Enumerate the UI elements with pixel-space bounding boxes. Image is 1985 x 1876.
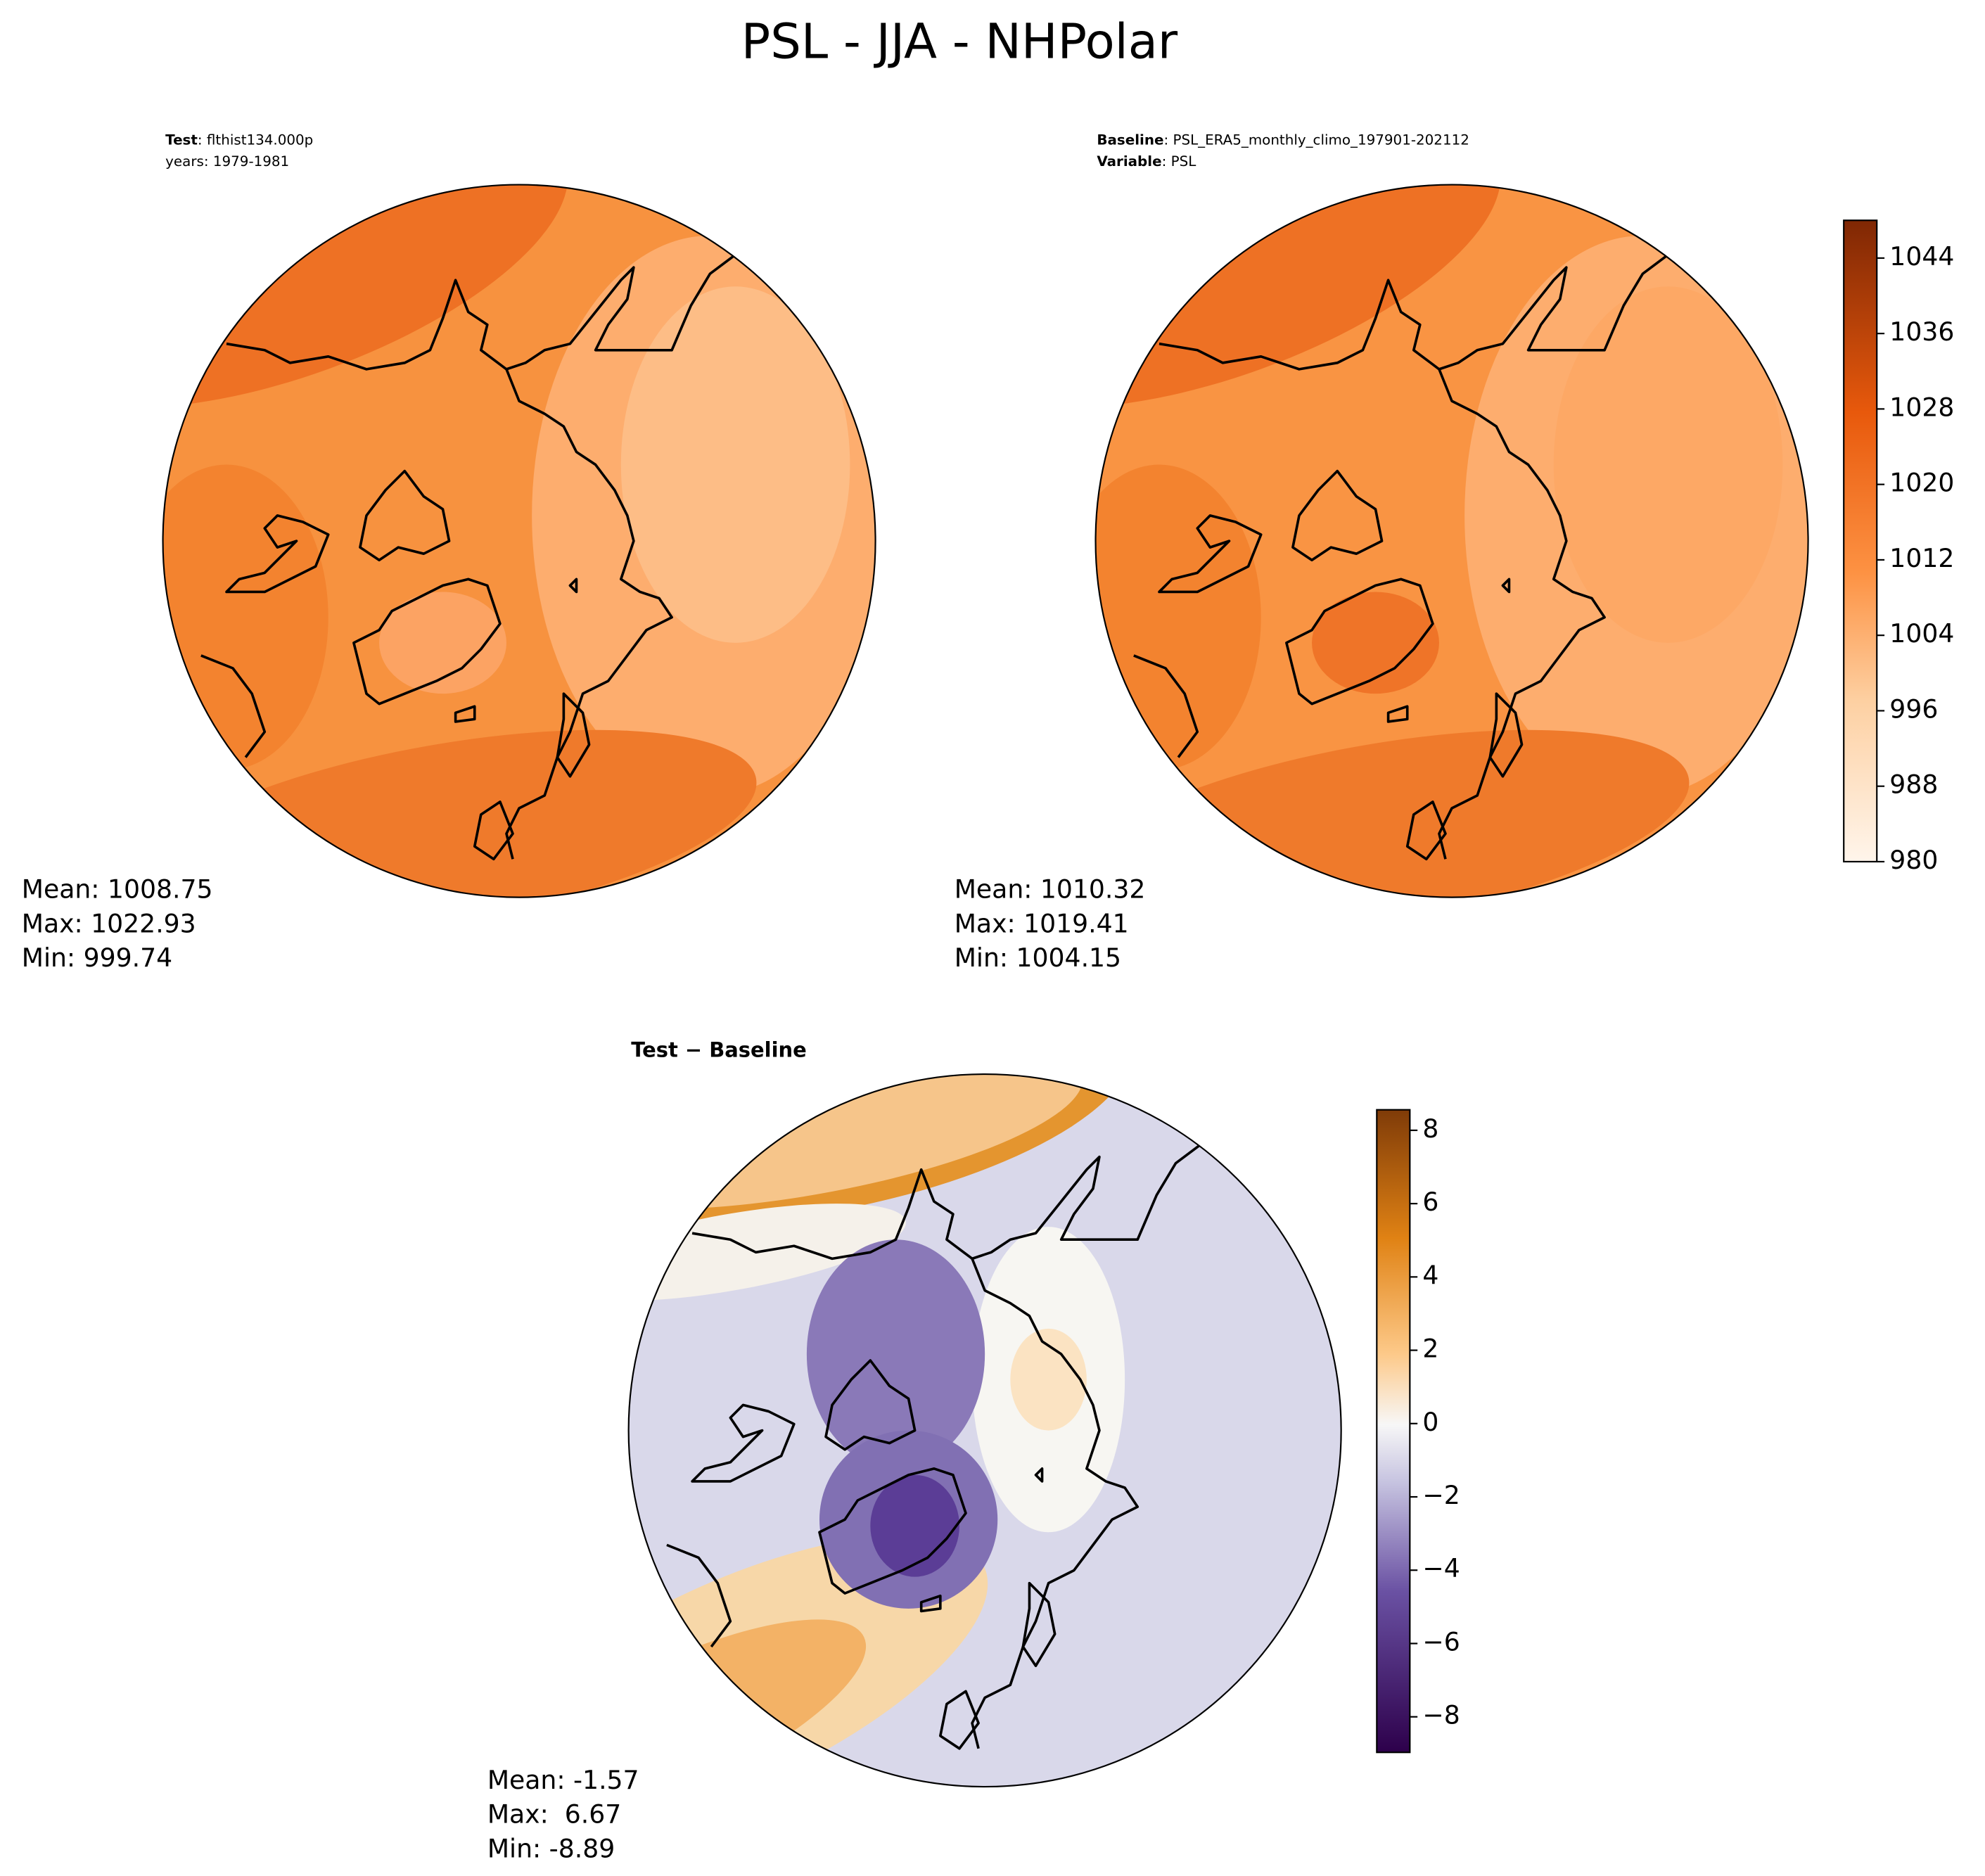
colorbar-tick-label: 988 [1889,770,1938,800]
colorbar-tick-label: −2 [1422,1480,1460,1510]
coastline [824,1359,917,1451]
header-label: Test − Baseline [631,1038,806,1061]
map-boundary [627,1073,1342,1788]
header-label: Variable [1097,153,1161,170]
coastline [1034,1467,1044,1483]
coastline [1405,800,1447,861]
colorbar-tick-label: 2 [1422,1334,1438,1364]
panel-stat: Mean: 1010.32 [955,874,1146,905]
panel-stat: Min: 1004.15 [955,943,1121,973]
colorbar-tick-label: 996 [1889,694,1938,724]
coastline [352,578,502,706]
header-text: years: 1979-1981 [165,153,289,170]
map-fields [162,184,876,898]
panel-header: Variable: PSL [1097,153,1196,170]
coastline [1159,253,1669,371]
colorbar-tick-label: 1028 [1889,392,1954,422]
contour-region [379,592,506,694]
colorbar-tick-label: 980 [1889,845,1938,875]
contour-region [1312,592,1439,694]
panel-header: years: 1979-1981 [165,153,289,170]
coastline [691,1403,796,1483]
colorbar-tick-label: −8 [1422,1700,1460,1730]
coastline [454,705,476,723]
map-boundary [1094,184,1809,898]
colorbar-tick-label: 6 [1422,1187,1438,1217]
map-fields [1095,184,1808,898]
header-text: : flthist134.000p [198,132,313,148]
coastline [200,654,267,758]
panel-stat: Max: 6.67 [487,1799,621,1830]
panel-stat: Mean: 1008.75 [22,874,213,905]
coastline [225,514,330,594]
colorbar-tick-label: 0 [1422,1407,1438,1437]
coastline [1285,578,1434,706]
panel-header: Test: flthist134.000p [165,132,313,148]
colorbar [1843,219,1878,863]
coastline [1158,514,1263,594]
coastline [1133,654,1199,758]
colorbar-tick-label: 4 [1422,1260,1438,1290]
panel-header: Baseline: PSL_ERA5_monthly_climo_197901-… [1097,132,1469,148]
coastline [691,1143,1202,1261]
colorbar-tick-label: 1012 [1889,543,1954,573]
coastline [1488,692,1524,778]
coastline [1386,705,1409,723]
coastline [1021,1581,1057,1668]
contour-region [1010,1328,1087,1431]
coastline [505,369,673,860]
coastline [359,469,451,562]
coastline [226,253,736,371]
colorbar-tick-label: −4 [1422,1553,1460,1583]
coastline [1291,469,1384,562]
coastline [666,1543,732,1648]
panel-stat: Min: -8.89 [487,1834,615,1864]
coastline [818,1467,967,1595]
panel-stat: Min: 999.74 [22,943,172,973]
header-text: : PSL_ERA5_monthly_climo_197901-202112 [1163,132,1469,148]
panel-stat: Mean: -1.57 [487,1765,639,1795]
coastline [556,692,591,778]
contour-region [1095,464,1261,770]
colorbar-tick-label: −6 [1422,1626,1460,1657]
colorbar-tick-label: 1020 [1889,468,1954,498]
coastline [568,578,578,594]
contour-region [1553,286,1783,643]
polar-map [627,1073,1342,1788]
colorbar-tick-label: 1044 [1889,241,1954,272]
map-boundary [162,184,876,898]
polar-map [1094,184,1809,898]
figure-title: PSL - JJA - NHPolar [741,14,1178,70]
header-text: : PSL [1162,153,1196,170]
colorbar [1376,1109,1411,1754]
coastline [971,1258,1140,1749]
polar-map [162,184,876,898]
coastline [1438,369,1606,860]
panel-stat: Max: 1022.93 [22,908,196,938]
colorbar-tick-label: 8 [1422,1114,1438,1144]
contour-region [620,286,850,643]
coastline [919,1594,942,1613]
panel-stat: Max: 1019.41 [955,908,1129,938]
colorbar-tick-label: 1036 [1889,317,1954,347]
coastline [939,1690,980,1750]
contour-region [162,464,328,770]
coastline [473,800,514,861]
coastline [1501,578,1511,594]
contour-region [806,1239,985,1469]
colorbar-tick-label: 1004 [1889,618,1954,649]
header-label: Baseline [1097,132,1163,148]
panel-header: Test − Baseline [631,1038,806,1061]
map-fields [628,1074,1341,1787]
header-label: Test [165,132,198,148]
contour-region [870,1474,959,1577]
